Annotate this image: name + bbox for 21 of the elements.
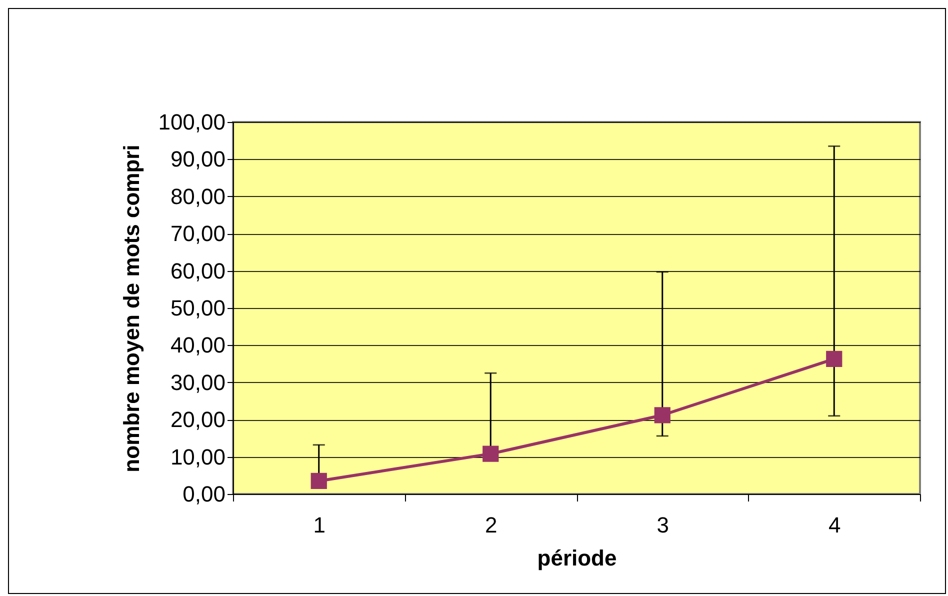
point (654, 407, 670, 424)
point (826, 350, 842, 368)
point (482, 446, 499, 462)
y-tick-label: 70,00 (170, 221, 226, 246)
y-tick-label: 30,00 (170, 370, 226, 395)
x-tick-label: 2 (485, 512, 498, 538)
y-axis-title: nombre moyen de mots compri (119, 144, 144, 472)
x-axis-title: période (537, 546, 617, 570)
y-tick-label: 20,00 (170, 407, 226, 432)
y-tick-label: 90,00 (170, 146, 226, 172)
x-tick-label: 3 (656, 512, 669, 538)
x-tick-label: 1 (313, 512, 326, 538)
y-tick-label: 10,00 (170, 444, 226, 470)
point (310, 472, 327, 490)
x-tick-label: 4 (828, 512, 841, 538)
y-tick-label: 50,00 (170, 296, 226, 320)
y-tick-label: 0,00 (182, 482, 226, 506)
y-tick-label: 100,00 (158, 110, 226, 134)
y-tick-label: 80,00 (170, 184, 226, 209)
y-tick-label: 40,00 (170, 332, 226, 358)
y-tick-label: 60,00 (170, 258, 226, 284)
